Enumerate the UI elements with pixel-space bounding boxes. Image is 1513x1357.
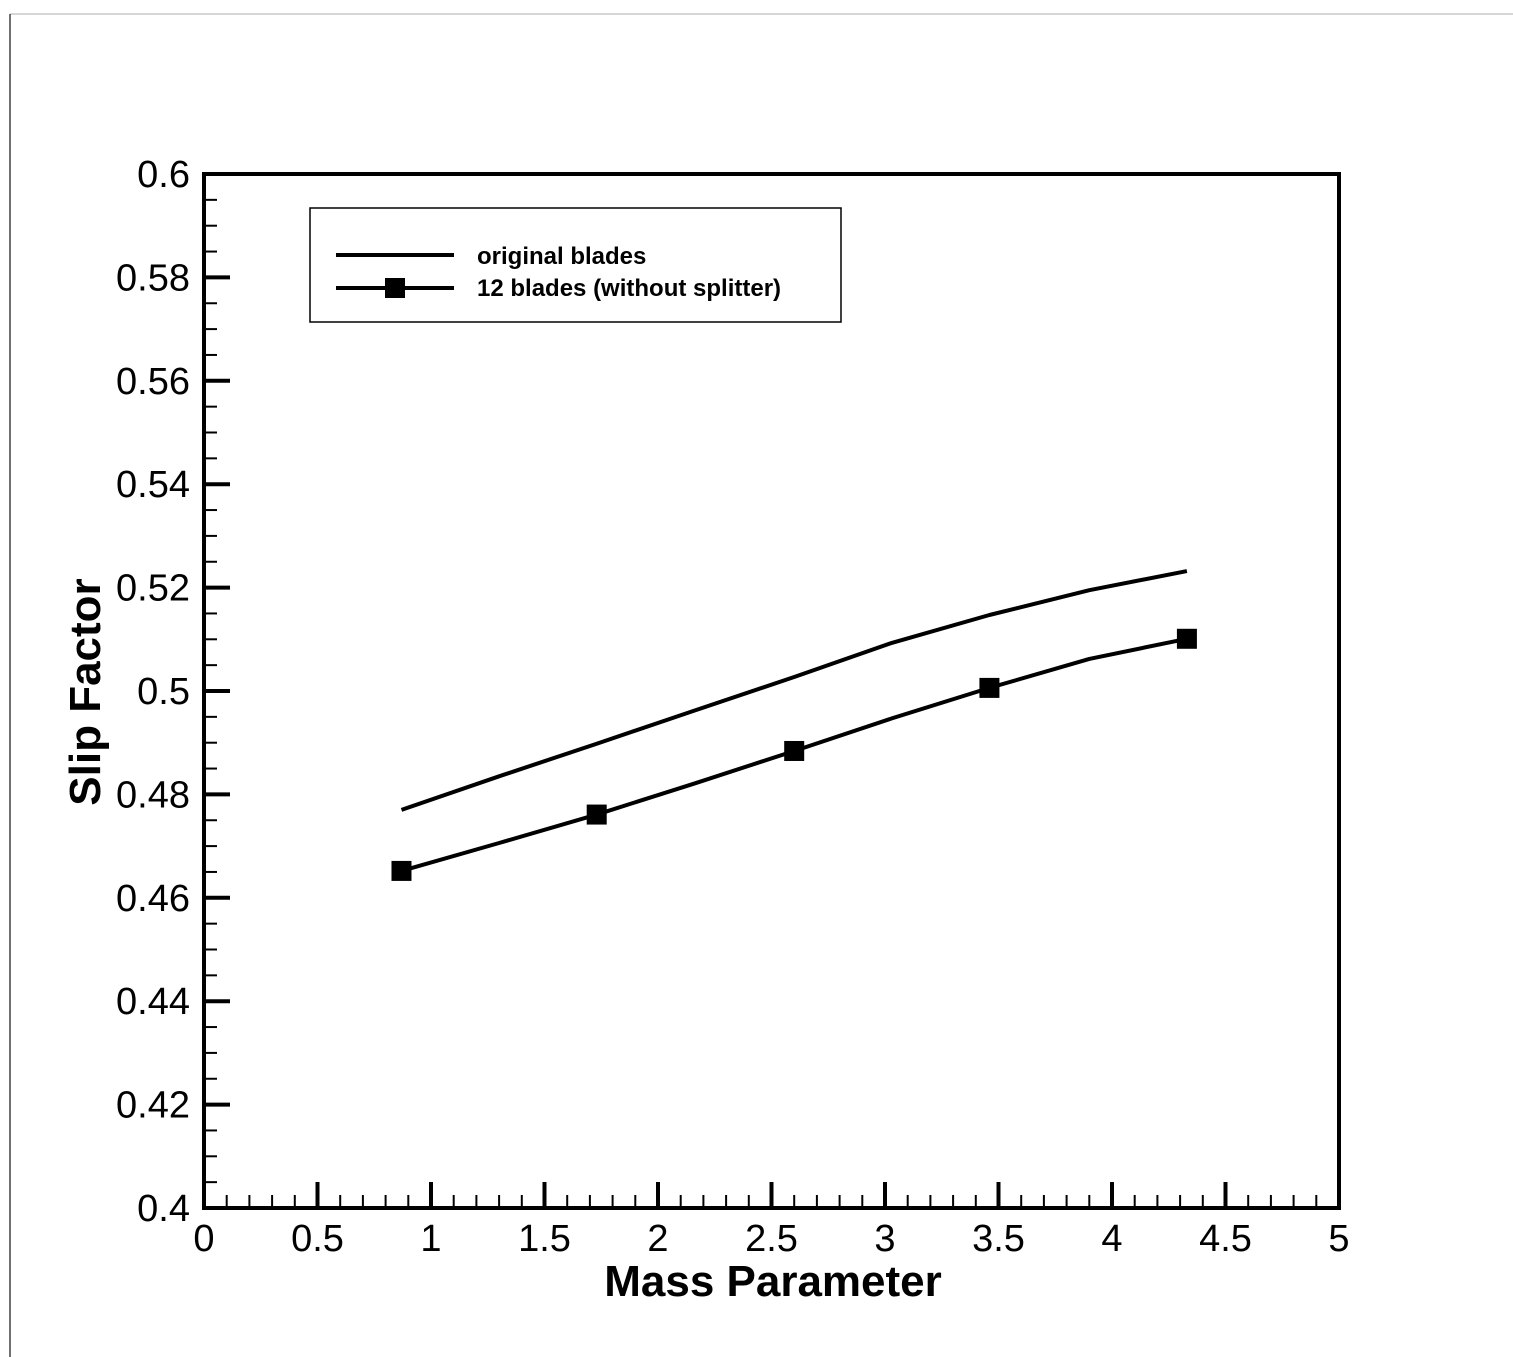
- y-tick-label: 0.44: [116, 981, 190, 1023]
- legend-label-original-blades: original blades: [477, 243, 646, 270]
- x-tick-label: 1.5: [518, 1218, 571, 1260]
- legend-label-12-blades: 12 blades (without splitter): [477, 275, 781, 302]
- y-tick-label: 0.4: [137, 1188, 190, 1230]
- plot-area-frame: [202, 172, 1341, 1210]
- x-tick-label: 4.5: [1199, 1218, 1252, 1260]
- data-point-marker: [391, 860, 412, 881]
- x-tick-label: 2: [647, 1218, 668, 1260]
- series-line-original-blades: [400, 569, 1188, 812]
- y-tick-label: 0.6: [137, 154, 190, 196]
- data-point-marker: [979, 677, 1000, 698]
- tick-labels: 0 0.5 1 1.5 2 2.5 3 3.5 4 4.5 5 0.4 0.42 0.44 0.46 0.48…: [116, 154, 1350, 1260]
- y-tick-label: 0.48: [116, 774, 190, 816]
- y-tick-label: 0.52: [116, 568, 190, 610]
- y-tick-label: 0.46: [116, 878, 190, 920]
- y-axis-title: Slip Factor: [61, 578, 110, 805]
- series-layer: [391, 569, 1197, 881]
- x-tick-label: 2.5: [745, 1218, 798, 1260]
- x-tick-label: 0.5: [291, 1218, 344, 1260]
- y-tick-label: 0.58: [116, 257, 190, 299]
- y-tick-label: 0.56: [116, 361, 190, 403]
- x-tick-label: 5: [1328, 1218, 1349, 1260]
- x-tick-label: 0: [193, 1218, 214, 1260]
- x-tick-label: 3.5: [972, 1218, 1025, 1260]
- data-point-marker: [1176, 628, 1197, 649]
- data-point-marker: [784, 740, 805, 761]
- legend-box: [309, 207, 842, 323]
- x-tick-label: 3: [874, 1218, 895, 1260]
- y-tick-label: 0.5: [137, 671, 190, 713]
- y-tick-label: 0.54: [116, 464, 190, 506]
- legend-marker-12-blades: [385, 278, 405, 298]
- axis-ticks: [202, 172, 1341, 1210]
- legend: original blades 12 blades (without split…: [309, 207, 842, 323]
- x-tick-label: 4: [1101, 1218, 1122, 1260]
- x-tick-label: 1: [420, 1218, 441, 1260]
- x-axis-title: Mass Parameter: [604, 1257, 942, 1306]
- y-tick-label: 0.42: [116, 1085, 190, 1127]
- data-point-marker: [586, 804, 607, 825]
